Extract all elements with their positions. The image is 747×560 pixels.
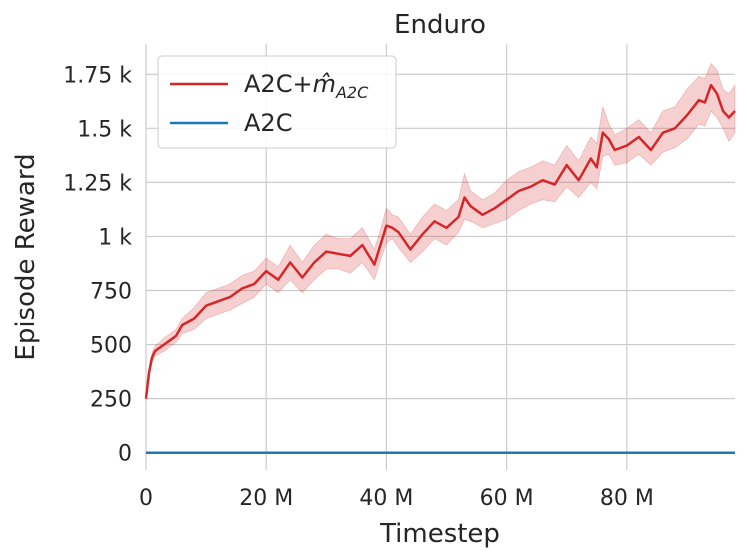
- legend-label-a2c-m-sub: A2C: [335, 83, 369, 102]
- x-tick-labels: 0 20 M 40 M 60 M 80 M: [139, 486, 654, 511]
- confidence-bands: [145, 62, 736, 401]
- y-tick-label: 1.75 k: [63, 63, 132, 88]
- legend-label-a2c-m-hat: m̂: [313, 70, 336, 98]
- legend-label-a2c-m-main: A2C+: [244, 70, 313, 98]
- chart-title: Enduro: [394, 10, 486, 40]
- legend: A2C+m̂A2C A2C: [157, 55, 397, 149]
- x-tick-label: 40 M: [359, 486, 413, 511]
- y-tick-label: 0: [118, 442, 132, 467]
- legend-box: [157, 55, 397, 149]
- x-tick-label: 0: [139, 486, 153, 511]
- y-axis-label: Episode Reward: [11, 153, 41, 360]
- y-tick-label: 500: [90, 334, 132, 359]
- legend-label-a2c-m: A2C+m̂A2C: [244, 70, 369, 102]
- legend-label-a2c: A2C: [244, 109, 292, 137]
- y-tick-label: 750: [90, 280, 132, 305]
- x-axis-label: Timestep: [379, 519, 500, 549]
- y-tick-labels: 0 250 500 750 1 k 1.25 k 1.5 k 1.75 k: [63, 63, 132, 466]
- series-band: [145, 62, 736, 401]
- y-tick-label: 1.25 k: [63, 171, 132, 196]
- x-tick-label: 80 M: [600, 486, 654, 511]
- y-tick-label: 1 k: [98, 225, 132, 250]
- y-tick-label: 250: [90, 388, 132, 413]
- series-lines: [144, 83, 736, 454]
- x-tick-label: 60 M: [480, 486, 534, 511]
- series-line: [144, 83, 736, 399]
- x-tick-label: 20 M: [239, 486, 293, 511]
- y-tick-label: 1.5 k: [77, 117, 132, 142]
